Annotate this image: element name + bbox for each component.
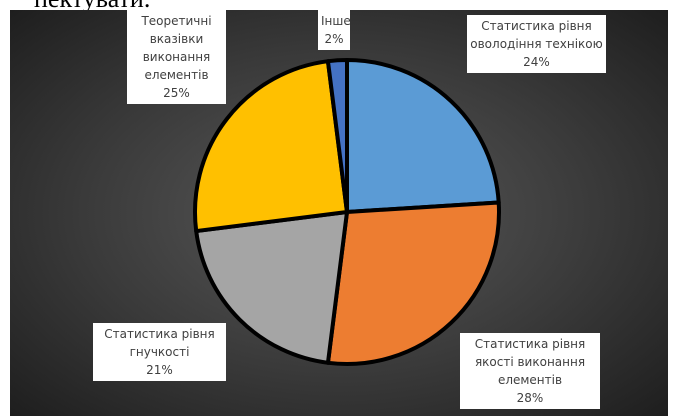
- data-label: Інше 2%: [318, 10, 351, 50]
- pie: [193, 58, 501, 366]
- chart: Статистика рівня оволодіння технікою 24% С…: [10, 10, 668, 416]
- pie-slice: [325, 200, 501, 366]
- label-category: Теоретичні вказівки виконання елементів: [141, 14, 212, 82]
- label-category: Статистика рівня якості виконання елемен…: [474, 337, 586, 387]
- data-label: Статистика рівня оволодіння технікою 24%: [467, 15, 606, 73]
- label-value: 25%: [163, 86, 190, 100]
- data-label: Статистика рівня якості виконання елемен…: [460, 333, 600, 409]
- pie-slice: [345, 58, 501, 214]
- label-category: Інше: [321, 14, 351, 28]
- label-value: 24%: [523, 55, 550, 69]
- label-category: Статистика рівня оволодіння технікою: [470, 19, 603, 51]
- label-value: 2%: [324, 32, 344, 46]
- pie-slice: [193, 59, 349, 234]
- pie-slice: [325, 58, 349, 214]
- label-category: Статистика рівня гнучкості: [104, 327, 215, 359]
- data-label: Теоретичні вказівки виконання елементів 2…: [127, 10, 226, 104]
- label-value: 21%: [146, 363, 173, 377]
- header-text: пектувати.: [34, 0, 150, 14]
- pie-slice: [194, 210, 349, 365]
- data-label: Статистика рівня гнучкості 21%: [93, 323, 226, 381]
- label-value: 28%: [516, 391, 544, 405]
